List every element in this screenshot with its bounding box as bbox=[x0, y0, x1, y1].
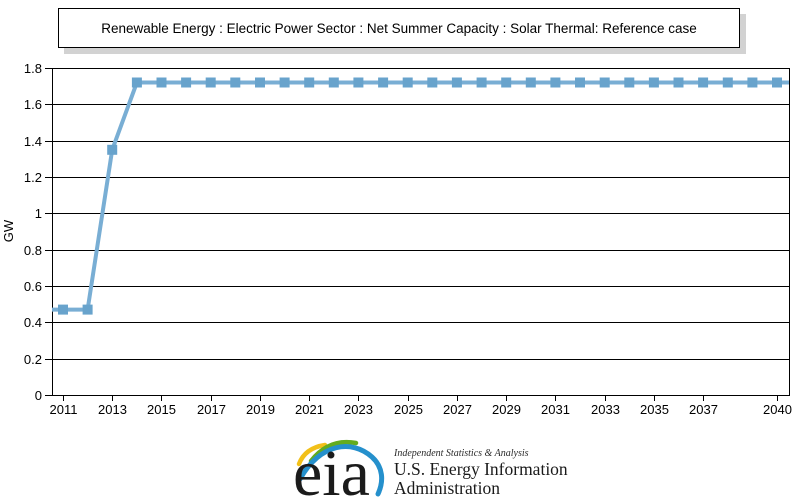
data-point bbox=[205, 77, 216, 88]
x-tick-label: 2029 bbox=[492, 402, 521, 417]
chart-title: Renewable Energy : Electric Power Sector… bbox=[101, 20, 697, 36]
x-tick-label: 2035 bbox=[640, 402, 669, 417]
x-tick-label: 2037 bbox=[689, 402, 718, 417]
y-tick-label: 1.2 bbox=[24, 170, 42, 185]
eia-logo-icon: eia bbox=[293, 437, 385, 499]
data-point bbox=[304, 77, 315, 88]
y-tick-label: 1.6 bbox=[24, 97, 42, 112]
data-point bbox=[673, 77, 684, 88]
chart-title-box: Renewable Energy : Electric Power Sector… bbox=[58, 8, 740, 48]
data-point bbox=[378, 77, 389, 88]
data-point bbox=[255, 77, 265, 88]
x-tick-label: 2023 bbox=[344, 402, 373, 417]
data-point bbox=[599, 77, 610, 88]
data-point bbox=[353, 77, 364, 88]
y-axis-label: GW bbox=[1, 219, 16, 242]
data-point bbox=[427, 77, 438, 88]
x-tick-label: 2013 bbox=[98, 402, 127, 417]
y-tick-label: 0 bbox=[35, 388, 42, 403]
y-tick-label: 0.4 bbox=[24, 315, 42, 330]
data-line bbox=[52, 80, 789, 312]
y-tick-label: 0.2 bbox=[24, 352, 42, 367]
line-chart: 0 0.2 0.4 0.6 0.8 1 1.2 1.4 1.6 1.8 GW 2011 2013 2015… bbox=[1, 61, 792, 417]
eia-org-line1: U.S. Energy Information bbox=[394, 459, 568, 479]
y-tick-label: 1 bbox=[35, 206, 42, 221]
x-tick-label: 2021 bbox=[295, 402, 324, 417]
eia-logo-text: eia bbox=[293, 437, 370, 499]
x-tick-label: 2033 bbox=[591, 402, 620, 417]
x-tick-label: 2027 bbox=[443, 402, 472, 417]
eia-tagline: Independent Statistics & Analysis bbox=[394, 448, 529, 459]
data-point bbox=[82, 304, 93, 315]
data-point bbox=[525, 77, 536, 88]
eia-arc-blue-icon bbox=[297, 444, 385, 497]
data-point bbox=[747, 77, 758, 88]
data-point bbox=[328, 77, 339, 88]
x-tick-label: 2011 bbox=[50, 402, 78, 417]
y-tick-label: 1.8 bbox=[24, 61, 42, 76]
y-tick-label: 0.6 bbox=[24, 279, 42, 294]
data-point bbox=[698, 77, 709, 88]
plot-border bbox=[52, 68, 790, 396]
x-tick-label: 2015 bbox=[147, 402, 176, 417]
data-point bbox=[575, 77, 585, 88]
data-point bbox=[624, 77, 635, 88]
x-tick-label: 2019 bbox=[246, 402, 275, 417]
data-point bbox=[156, 77, 167, 88]
data-point bbox=[722, 77, 733, 88]
data-point bbox=[451, 77, 462, 88]
data-point bbox=[230, 77, 241, 88]
x-tick-label: 2031 bbox=[541, 402, 570, 417]
eia-org-line2: Administration bbox=[394, 478, 500, 498]
eia-logo-caption: Independent Statistics & Analysis U.S. E… bbox=[394, 448, 568, 498]
data-point bbox=[107, 144, 118, 155]
eia-arc-yellow-icon bbox=[296, 442, 328, 467]
y-tick-label: 1.4 bbox=[24, 134, 42, 149]
eia-logo: eia Independent Statistics & Analysis U.… bbox=[292, 437, 568, 499]
x-tick-label: 2017 bbox=[197, 402, 226, 417]
data-point bbox=[648, 77, 659, 88]
y-tick-label: 0.8 bbox=[24, 243, 42, 258]
data-point bbox=[181, 77, 192, 88]
data-point bbox=[279, 77, 290, 88]
data-point bbox=[501, 77, 512, 88]
data-point bbox=[772, 77, 782, 88]
data-point bbox=[476, 77, 487, 88]
data-point bbox=[58, 304, 68, 315]
x-tick-label: 2025 bbox=[394, 402, 423, 417]
x-tick-label: 2040 bbox=[763, 402, 792, 417]
data-point bbox=[550, 77, 561, 88]
data-point bbox=[402, 77, 413, 88]
data-point bbox=[131, 77, 142, 88]
